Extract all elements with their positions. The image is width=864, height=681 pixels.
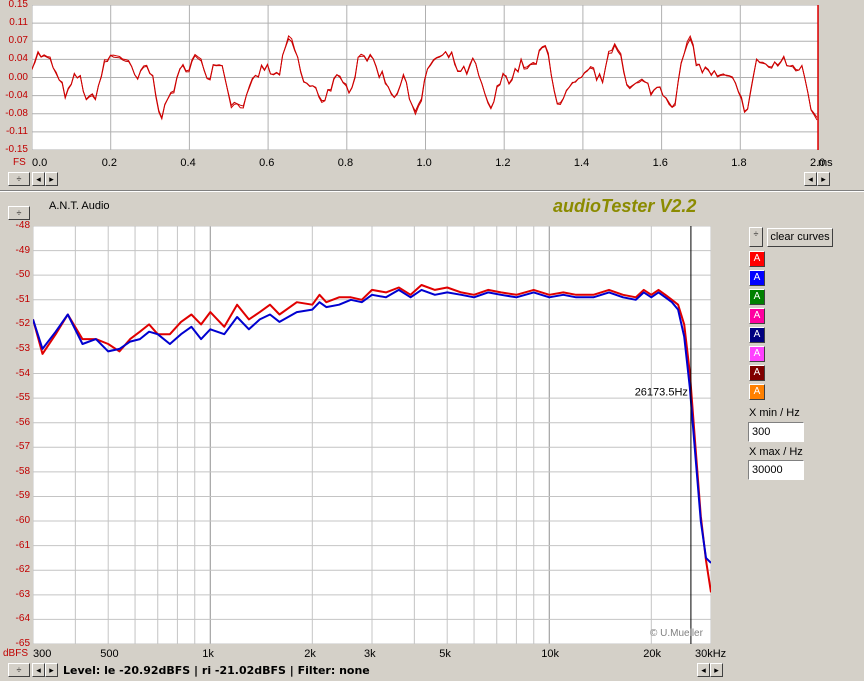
channel-button-1[interactable]: A bbox=[749, 251, 765, 267]
xmin-input[interactable]: 300 bbox=[748, 422, 804, 442]
channel-button-2[interactable]: A bbox=[749, 270, 765, 286]
cursor-label: 26173.5Hz bbox=[635, 387, 688, 399]
channel-button-3[interactable]: A bbox=[749, 289, 765, 305]
spectrum-series-2 bbox=[33, 288, 711, 564]
waveform-x-tick: 0.6 bbox=[259, 157, 275, 169]
waveform-x-tick: 1.8 bbox=[731, 157, 747, 169]
spectrum-y-tick: -51 bbox=[15, 293, 30, 305]
app-title: audioTester V2.2 bbox=[553, 196, 697, 216]
spectrum-x-tick: 1k bbox=[202, 648, 214, 660]
channel-button-8[interactable]: A bbox=[749, 384, 765, 400]
waveform-x-tick: 0.4 bbox=[180, 157, 196, 169]
spectrum-y-tick: -64 bbox=[15, 613, 30, 625]
waveform-x-tick: 1.6 bbox=[652, 157, 668, 169]
waveform-x-unit: ms bbox=[818, 157, 833, 169]
spectrum-y-tick: -56 bbox=[15, 416, 30, 428]
waveform-x-tick: 1.4 bbox=[573, 157, 590, 169]
xmax-label: X max / Hz bbox=[749, 446, 803, 458]
status-scroll-left-button[interactable]: ◂ bbox=[32, 663, 45, 677]
spectrum-x-tick: 5k bbox=[439, 648, 451, 660]
spectrum-y-tick: -48 bbox=[15, 220, 30, 231]
status-spin-button[interactable]: ÷ bbox=[8, 663, 30, 677]
spectrum-series-1 bbox=[33, 284, 711, 593]
waveform-y-tick: -0.11 bbox=[5, 125, 28, 137]
waveform-y-tick: 0.15 bbox=[8, 0, 28, 10]
waveform-zoom-spin-button[interactable]: ÷ bbox=[8, 172, 30, 186]
spectrum-y-tick: -52 bbox=[15, 318, 30, 330]
waveform-x-tick: 2.0 bbox=[810, 157, 826, 169]
waveform-y-tick: 0.00 bbox=[8, 71, 28, 83]
spectrum-y-tick: -50 bbox=[15, 269, 30, 281]
xmax-input[interactable]: 30000 bbox=[748, 460, 804, 480]
clear-curves-button[interactable]: clear curves bbox=[767, 228, 833, 247]
xmin-label: X min / Hz bbox=[749, 407, 800, 419]
spectrum-y-tick: -55 bbox=[15, 392, 30, 404]
waveform-y-tick: -0.04 bbox=[5, 89, 28, 101]
waveform-x-tick: 0.0 bbox=[32, 157, 48, 169]
spectrum-x-tick: 2k bbox=[304, 648, 316, 660]
waveform-pane: 0.15 0.11 0.07 0.04 0.00 -0.04 -0.08 -0.11 -0.15… bbox=[0, 0, 864, 190]
status-bar: ÷ ◂ ▸ Level: le -20.92dBFS | ri -21.02dB… bbox=[0, 661, 864, 681]
spectrum-y-tick: -61 bbox=[15, 539, 30, 551]
spectrum-y-tick: -59 bbox=[15, 490, 30, 502]
pane-splitter[interactable] bbox=[0, 190, 864, 192]
channel-button-7[interactable]: A bbox=[749, 365, 765, 381]
spectrum-x-tick: 3k bbox=[364, 648, 376, 660]
waveform-fs-label: FS bbox=[13, 157, 26, 168]
waveform-y-tick: -0.15 bbox=[5, 144, 28, 155]
channel-button-5[interactable]: A bbox=[749, 327, 765, 343]
waveform-y-tick: 0.07 bbox=[8, 35, 28, 47]
waveform-time-left-button[interactable]: ◂ bbox=[804, 172, 817, 186]
waveform-trace-left bbox=[32, 34, 818, 121]
spectrum-y-tick: -62 bbox=[15, 564, 30, 576]
waveform-x-tick: 0.8 bbox=[337, 157, 354, 169]
spectrum-scroll-right-button[interactable]: ▸ bbox=[710, 663, 723, 677]
waveform-x-tick: 1.2 bbox=[495, 157, 511, 169]
spectrum-y-tick: -63 bbox=[15, 588, 30, 600]
spectrum-x-tick: 300 bbox=[33, 648, 52, 660]
channel-button-6[interactable]: A bbox=[749, 346, 765, 362]
spectrum-y-unit: dBFS bbox=[3, 648, 29, 659]
spectrum-y-tick: -58 bbox=[15, 465, 30, 477]
spectrum-x-tick: 10k bbox=[541, 648, 559, 660]
spectrum-y-tick: -54 bbox=[15, 367, 30, 379]
curves-spin-button[interactable]: ÷ bbox=[749, 227, 763, 247]
spectrum-x-tick: 20k bbox=[643, 648, 662, 660]
waveform-x-tick: 1.0 bbox=[416, 157, 432, 169]
waveform-y-tick: 0.04 bbox=[8, 53, 28, 65]
waveform-y-tick: 0.11 bbox=[9, 17, 28, 29]
spectrum-plot: 26173.5Hz bbox=[33, 226, 711, 644]
spectrum-zoom-spin-button[interactable]: ÷ bbox=[8, 206, 30, 220]
spectrum-x-tick: 30kHz bbox=[695, 648, 727, 660]
copyright-label: © U.Mueller bbox=[650, 628, 703, 639]
waveform-y-tick: -0.08 bbox=[5, 107, 28, 119]
spectrum-y-tick: -60 bbox=[15, 515, 30, 527]
spectrum-y-tick: -53 bbox=[15, 342, 30, 354]
waveform-plot bbox=[32, 5, 819, 150]
spectrum-y-tick: -57 bbox=[15, 441, 30, 453]
status-scroll-right-button[interactable]: ▸ bbox=[45, 663, 58, 677]
device-label: A.N.T. Audio bbox=[49, 200, 110, 212]
waveform-scroll-left-button[interactable]: ◂ bbox=[32, 172, 45, 186]
waveform-scroll-right-button[interactable]: ▸ bbox=[45, 172, 58, 186]
channel-button-4[interactable]: A bbox=[749, 308, 765, 324]
spectrum-y-tick: -49 bbox=[15, 244, 30, 256]
status-text: Level: le -20.92dBFS | ri -21.02dBFS | F… bbox=[63, 664, 370, 677]
spectrum-scroll-left-button[interactable]: ◂ bbox=[697, 663, 710, 677]
waveform-x-tick: 0.2 bbox=[101, 157, 117, 169]
waveform-time-right-button[interactable]: ▸ bbox=[817, 172, 830, 186]
spectrum-x-tick: 500 bbox=[100, 648, 119, 660]
spectrum-y-tick: -65 bbox=[15, 638, 30, 649]
